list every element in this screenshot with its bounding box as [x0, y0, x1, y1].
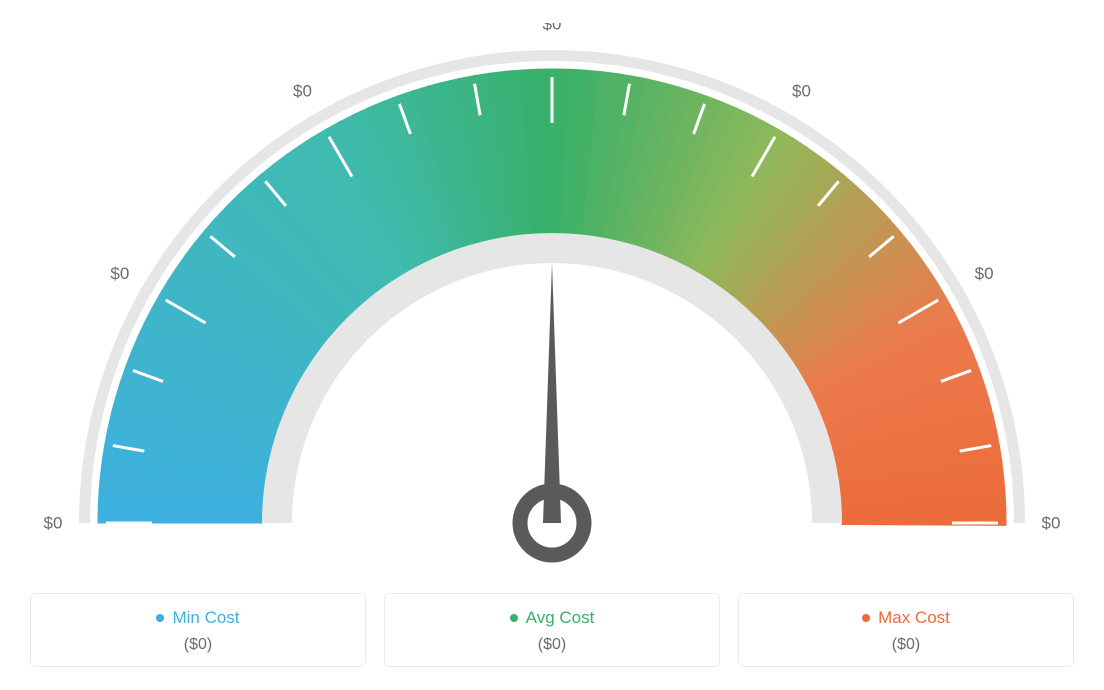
legend-text-min: Min Cost	[172, 608, 239, 628]
legend-value-avg: ($0)	[395, 636, 709, 654]
gauge-tick-label: $0	[44, 514, 63, 533]
legend-value-max: ($0)	[749, 636, 1063, 654]
gauge-tick-label: $0	[110, 264, 129, 283]
legend-dot-avg	[510, 614, 518, 622]
legend-text-avg: Avg Cost	[526, 608, 595, 628]
legend-label-avg: Avg Cost	[510, 608, 595, 628]
legend-label-max: Max Cost	[862, 608, 950, 628]
gauge-tick-label: $0	[293, 81, 312, 100]
gauge-tick-label: $0	[792, 81, 811, 100]
legend-dot-min	[156, 614, 164, 622]
gauge-svg: $0 $0 $0 $0 $0 $0 $0	[30, 23, 1074, 583]
legend-label-min: Min Cost	[156, 608, 239, 628]
legend-row: Min Cost ($0) Avg Cost ($0) Max Cost ($0…	[30, 593, 1074, 667]
gauge-chart: $0 $0 $0 $0 $0 $0 $0	[30, 23, 1074, 583]
legend-card-min: Min Cost ($0)	[30, 593, 366, 667]
gauge-tick-label: $0	[1042, 514, 1061, 533]
legend-card-max: Max Cost ($0)	[738, 593, 1074, 667]
legend-card-avg: Avg Cost ($0)	[384, 593, 720, 667]
legend-text-max: Max Cost	[878, 608, 950, 628]
legend-value-min: ($0)	[41, 636, 355, 654]
gauge-tick-label: $0	[975, 264, 994, 283]
legend-dot-max	[862, 614, 870, 622]
gauge-tick-label: $0	[543, 23, 562, 34]
